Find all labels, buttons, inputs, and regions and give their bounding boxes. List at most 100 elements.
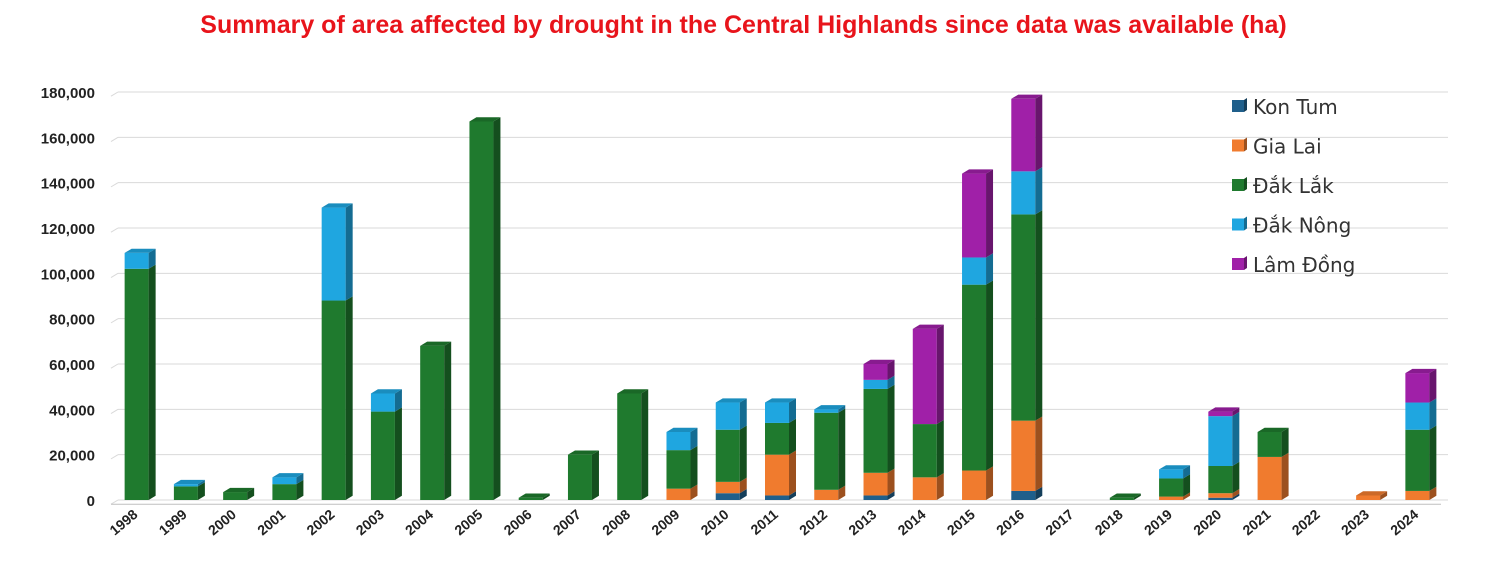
bar-segment [715,425,747,482]
bar-side [1281,452,1289,500]
gridline-edge [110,227,119,233]
legend-swatch-side [1244,98,1247,112]
bar-top-cap [518,493,550,498]
bar-top-cap [666,427,698,432]
bar-front [469,121,494,500]
bar-top-cap [567,450,599,455]
bar-segment [863,468,895,496]
bar-segment [863,491,895,500]
x-tick-label: 2014 [895,506,929,538]
bar-side [1429,425,1437,491]
legend-swatch [1232,258,1244,270]
legend-label: Đắk Nông [1253,214,1351,238]
bar-front [370,411,395,500]
bar-front [1405,402,1430,430]
bar-front [863,364,888,380]
bar-side [986,253,994,285]
bar-side [641,389,649,500]
bar-top-cap [1011,94,1043,99]
bar-front [863,388,888,473]
bar-front [1159,496,1184,500]
y-tick-label: 60,000 [49,357,95,374]
x-tick-label: 2003 [353,506,387,538]
x-tick-label: 2000 [205,506,239,538]
bar-segment [420,341,452,500]
x-tick-label: 2010 [698,506,732,538]
gridline-edge [110,182,119,188]
bar-front [765,495,789,500]
x-tick-label: 2011 [747,506,781,538]
bar-side [887,468,895,496]
bar-segment [223,487,255,500]
y-tick-label: 100,000 [41,266,95,283]
gridline-edge [110,318,119,324]
bar-side [789,418,796,455]
x-tick-label: 2002 [303,506,337,538]
bar-segment [962,253,994,285]
bar-segment [962,280,994,471]
bar-side [148,248,156,269]
bar-side [296,479,304,500]
bar-side [345,296,353,500]
bar-side [739,398,747,430]
bar-top-cap [469,117,501,122]
x-tick-label: 2007 [550,506,584,538]
y-tick-label: 20,000 [49,448,95,465]
bar-side [838,408,846,490]
bar-front [173,484,198,487]
bar-top-cap [223,487,255,493]
bar-side [444,341,452,500]
bar-side [739,489,747,500]
x-tick-label: 1998 [106,506,140,538]
bar-front [223,492,248,500]
bar-front [962,284,987,471]
bar-top-cap [1356,491,1388,496]
bar-segment [173,482,205,500]
x-tick-label: 2023 [1338,506,1372,538]
bar-segment [321,203,353,301]
bar-side [1035,210,1043,421]
bar-segment [765,418,796,455]
bar-front [1405,373,1430,403]
x-tick-label: 2008 [599,506,633,538]
legend-swatch-side [1244,216,1247,231]
bar-side [1232,461,1240,494]
bar-side [789,398,796,423]
bar-segment [1011,416,1043,491]
y-tick-label: 40,000 [49,402,95,419]
bar-segment [370,389,402,412]
bar-front [1208,411,1233,417]
bar-top-cap [814,405,846,410]
legend-swatch [1232,218,1244,231]
bar-segment [666,445,698,489]
legend-label: Gia Lai [1253,135,1322,159]
bar-front [814,412,839,490]
bar-side [1429,368,1437,403]
bar-front [1159,478,1184,497]
bar-side [542,493,550,500]
bar-segment [272,479,304,500]
bar-front [1011,98,1036,172]
bar-front [1208,416,1233,466]
bar-segment [1208,493,1240,500]
bar-top-cap [321,203,353,208]
bar-segment [1109,493,1141,500]
gridline-edge [110,91,119,97]
bar-side [394,389,402,412]
bar-top-cap [962,169,994,174]
bar-side [1380,491,1388,500]
x-tick-label: 1999 [156,506,190,538]
x-tick-label: 2001 [254,506,288,538]
bar-front [765,454,789,496]
bar-side [493,117,501,501]
bar-front [814,409,839,413]
legend-swatch-side [1244,256,1247,270]
bar-segment [1011,94,1043,172]
bar-side [1232,493,1240,500]
bar-side [936,324,944,425]
gridline-edge [110,454,119,460]
y-tick-label: 0 [87,493,95,510]
bar-segment [1405,398,1437,430]
bar-front [1011,420,1036,491]
x-tick-label: 2006 [500,506,534,538]
